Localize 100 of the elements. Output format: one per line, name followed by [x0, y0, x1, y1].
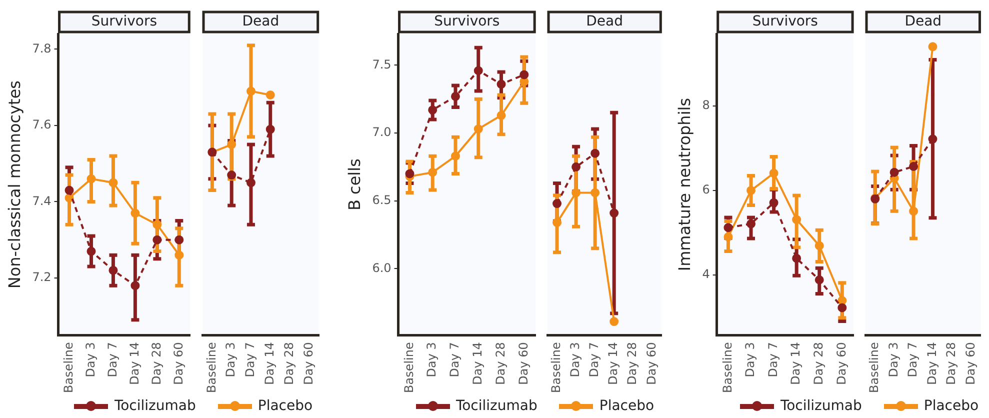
x-tick-label: Day 28: [149, 342, 164, 385]
y-tick-label: 4: [702, 266, 710, 281]
point: [227, 140, 236, 150]
point: [590, 148, 600, 158]
x-tick-label: Day 28: [493, 342, 508, 385]
x-tick-label: Baseline: [402, 342, 416, 394]
point: [610, 317, 619, 326]
point: [909, 162, 918, 171]
legend-label: Placebo: [599, 398, 654, 414]
point: [746, 186, 756, 195]
x-tick-label: Day 7: [766, 342, 780, 378]
point: [552, 218, 562, 228]
point: [838, 296, 847, 306]
y-tick-label: 7.2: [32, 270, 52, 284]
point: [890, 168, 899, 177]
x-tick-label: Day 7: [243, 342, 258, 378]
x-tick-label: Day 14: [470, 342, 484, 385]
legend-label: Tocilizumab: [114, 398, 196, 414]
x-tick-label: Day 14: [262, 342, 276, 385]
chart-title: Survivors: [434, 14, 500, 30]
point: [450, 152, 460, 161]
legend-label: Placebo: [258, 398, 313, 414]
chart-title: Dead: [586, 14, 624, 30]
y-tick-label: 7.5: [372, 57, 392, 72]
point: [86, 174, 96, 184]
x-tick-label: Baseline: [61, 342, 76, 394]
chart-title: Dead: [242, 14, 280, 30]
point: [64, 186, 74, 195]
point: [746, 219, 756, 228]
x-tick-label: Day 28: [811, 342, 826, 385]
x-tick-label: Day 3: [743, 342, 758, 378]
point: [769, 168, 778, 178]
point: [552, 199, 562, 208]
x-tick-label: Day 60: [834, 342, 848, 385]
point: [572, 162, 581, 172]
point: [792, 254, 802, 263]
y-tick-label: 7.4: [32, 194, 52, 208]
point: [174, 235, 184, 244]
x-tick-label: Day 60: [516, 342, 530, 385]
y-tick-label: 6.0: [372, 260, 392, 275]
x-tick-label: Day 3: [886, 342, 900, 378]
x-tick-label: Day 28: [625, 342, 640, 385]
x-tick-label: Day 14: [127, 342, 142, 385]
point: [928, 134, 938, 144]
point: [405, 169, 414, 178]
x-tick-label: Day 3: [224, 342, 238, 378]
point: [610, 208, 619, 218]
x-tick-label: Day 7: [587, 342, 602, 378]
x-tick-label: Day 60: [963, 342, 978, 385]
x-tick-label: Day 28: [944, 342, 958, 385]
point: [428, 168, 438, 177]
chart-title: Dead: [904, 14, 942, 30]
x-tick-label: Baseline: [204, 342, 218, 394]
x-tick-label: Day 60: [171, 342, 186, 385]
point: [130, 208, 140, 218]
chart-title: Survivors: [91, 14, 158, 30]
point: [450, 92, 460, 101]
x-tick-label: Day 7: [105, 342, 120, 378]
x-tick-label: Baseline: [720, 342, 734, 394]
point: [520, 70, 529, 80]
point: [474, 66, 483, 76]
point: [86, 246, 96, 256]
point: [246, 178, 256, 188]
point: [152, 220, 162, 230]
x-tick-label: Day 14: [924, 342, 939, 385]
point: [130, 281, 140, 290]
y-tick-label: 7.6: [32, 118, 52, 132]
y-axis-title: Non-classical monnocytes: [4, 80, 24, 289]
point: [572, 188, 581, 198]
x-tick-label: Day 60: [644, 342, 658, 385]
point: [838, 303, 847, 312]
point: [474, 124, 483, 134]
point: [724, 223, 733, 232]
point: [928, 42, 938, 52]
legend-label: Tocilizumab: [780, 398, 862, 414]
x-tick-label: Baseline: [867, 342, 882, 394]
y-tick-label: 8: [702, 98, 710, 112]
point: [814, 275, 824, 284]
point: [590, 188, 600, 198]
y-tick-label: 7.8: [32, 41, 52, 56]
point: [266, 124, 275, 134]
point: [814, 241, 824, 250]
point: [266, 90, 275, 100]
x-tick-label: Day 7: [448, 342, 462, 378]
x-tick-label: Day 14: [606, 342, 620, 385]
point: [792, 215, 802, 224]
y-axis-title: B cells: [344, 158, 364, 211]
y-axis-title: Immature neutrophils: [674, 98, 694, 272]
y-tick-label: 6: [702, 182, 710, 197]
point: [108, 266, 118, 275]
y-tick-label: 7.0: [372, 125, 392, 140]
x-tick-label: Day 3: [83, 342, 98, 378]
point: [227, 170, 236, 180]
point: [496, 80, 506, 89]
x-tick-label: Day 60: [301, 342, 316, 385]
legend-label: Placebo: [924, 398, 979, 414]
point: [174, 250, 184, 260]
legend-label: Tocilizumab: [456, 398, 538, 414]
x-tick-label: Day 3: [568, 342, 582, 378]
point: [152, 235, 162, 244]
